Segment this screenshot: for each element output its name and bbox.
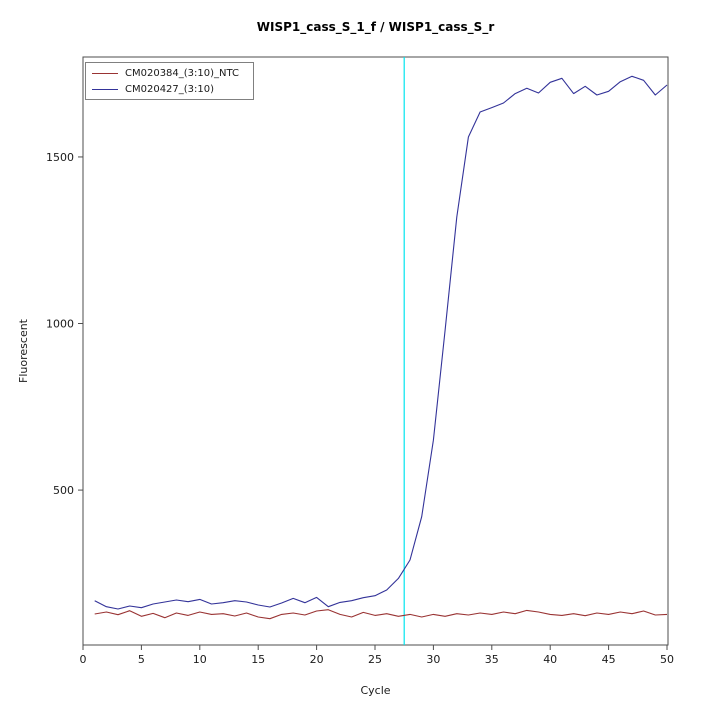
x-tick-label: 50 [660,653,674,666]
y-tick-label: 1500 [46,151,74,164]
y-axis-label-wrap: Fluorescent [14,57,32,645]
legend-label-ntc: CM020384_(3:10)_NTC [125,67,240,79]
legend-line-swatch-sample [92,88,118,90]
x-tick-label: 30 [426,653,440,666]
y-tick-label: 500 [53,484,74,497]
x-tick-label: 35 [485,653,499,666]
x-tick-label: 15 [251,653,265,666]
y-tick-label: 1000 [46,318,74,331]
x-tick-label: 5 [138,653,145,666]
legend-label-sample: CM020427_(3:10) [125,83,215,95]
x-tick-label: 40 [543,653,557,666]
legend-entry-ntc: CM020384_(3:10)_NTC [92,65,239,81]
series-line-sample [94,75,668,610]
x-tick-label: 10 [193,653,207,666]
legend: CM020384_(3:10)_NTC CM020427_(3:10) [85,62,255,100]
x-tick-label: 45 [602,653,616,666]
x-tick-label: 25 [368,653,382,666]
x-tick-label: 0 [80,653,87,666]
chart-title: WISP1_cass_S_1_f / WISP1_cass_S_r [256,20,495,34]
legend-entry-sample: CM020427_(3:10) [92,81,239,97]
x-tick-label: 20 [310,653,324,666]
x-axis-label: Cycle [360,684,391,697]
y-axis-label: Fluorescent [16,319,30,383]
plot-frame [82,56,669,646]
legend-line-swatch-ntc [92,72,118,74]
series-line-ntc [94,609,668,620]
